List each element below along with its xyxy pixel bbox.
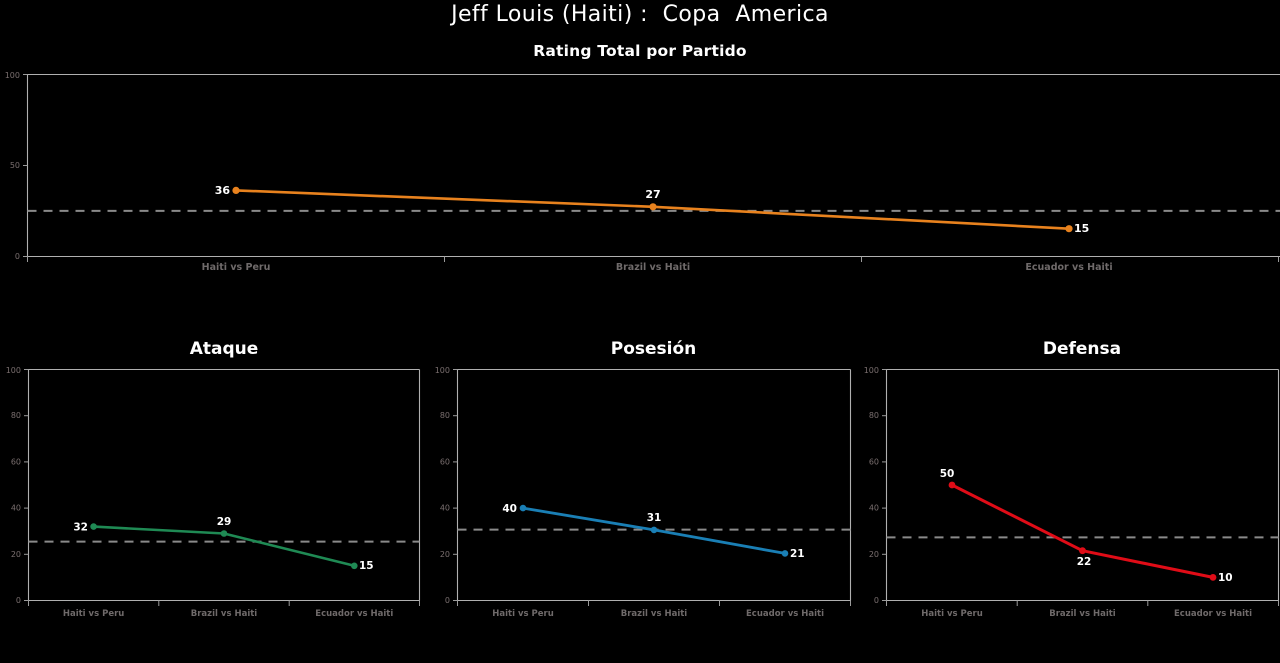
x-tick-group — [27, 256, 1279, 262]
data-label: 22 — [1077, 556, 1092, 568]
chart-posesion: 0 20 40 60 80 100 40 31 21 Haiti vs Per — [429, 362, 859, 627]
data-point — [220, 530, 228, 537]
data-point — [650, 526, 658, 534]
data-label: 32 — [73, 522, 88, 534]
panel-title-ataque: Ataque — [189, 339, 259, 359]
chart-ataque: 0 20 40 60 80 100 32 29 15 Haiti vs Per — [0, 362, 430, 627]
data-label: 27 — [645, 188, 660, 201]
page-subtitle: Rating Total por Partido — [533, 42, 747, 60]
data-point — [948, 481, 956, 489]
data-label: 15 — [359, 560, 374, 572]
data-label: 21 — [790, 548, 805, 560]
y-tick-label: 60 — [440, 457, 450, 466]
y-tick-label: 80 — [11, 411, 21, 420]
x-tick-label: Haiti vs Peru — [492, 609, 554, 619]
x-tick-label: Ecuador vs Haiti — [746, 609, 824, 619]
x-tick-label: Brazil vs Haiti — [621, 609, 688, 619]
y-tick-label: 0 — [874, 596, 879, 605]
y-tick-label: 0 — [16, 596, 21, 605]
y-tick-label: 100 — [5, 71, 20, 80]
data-point — [781, 550, 789, 557]
y-tick-group: 0 20 40 60 80 100 — [864, 366, 887, 605]
y-tick-label: 40 — [11, 504, 21, 513]
y-tick-label: 50 — [10, 161, 20, 170]
panel-title-posesion: Posesión — [610, 339, 697, 359]
y-tick-label: 20 — [440, 550, 450, 559]
data-label: 36 — [215, 184, 231, 197]
y-tick-label: 100 — [6, 366, 21, 375]
data-point — [649, 203, 657, 211]
y-tick-label: 20 — [11, 550, 21, 559]
y-tick-label: 100 — [864, 366, 879, 375]
panel-title-defensa: Defensa — [1042, 339, 1122, 359]
y-tick-label: 60 — [869, 457, 879, 466]
data-label: 31 — [647, 512, 662, 524]
x-tick-label: Ecuador vs Haiti — [1174, 609, 1252, 619]
data-point — [232, 186, 240, 194]
y-tick-label: 80 — [440, 411, 450, 420]
y-tick-group: 0 50 100 — [5, 71, 28, 261]
x-tick-label: Ecuador vs Haiti — [315, 609, 393, 619]
data-label: 50 — [940, 468, 955, 480]
data-point — [1209, 574, 1217, 581]
data-point — [1065, 225, 1073, 233]
chart-rating-total: 0 50 100 36 27 15 Haiti vs P — [0, 64, 1280, 280]
x-tick-label: Brazil vs Haiti — [616, 262, 690, 273]
y-tick-label: 0 — [445, 596, 450, 605]
y-tick-label: 60 — [11, 457, 21, 466]
x-tick-label: Haiti vs Peru — [202, 262, 271, 273]
chart-defensa: 0 20 40 60 80 100 50 22 10 Haiti vs Per — [858, 362, 1280, 627]
data-point — [351, 562, 358, 570]
x-tick-label: Haiti vs Peru — [63, 609, 125, 619]
data-point — [519, 504, 527, 512]
x-tick-group — [457, 600, 851, 606]
x-tick-label: Ecuador vs Haiti — [1025, 262, 1112, 273]
x-tick-label: Haiti vs Peru — [921, 609, 983, 619]
y-tick-group: 0 20 40 60 80 100 — [6, 366, 29, 605]
y-tick-label: 0 — [15, 252, 20, 261]
data-label: 29 — [217, 516, 232, 528]
y-tick-label: 40 — [869, 504, 879, 513]
data-label: 10 — [1218, 572, 1233, 584]
data-label: 40 — [502, 503, 517, 515]
data-point — [1079, 547, 1086, 555]
y-tick-label: 40 — [440, 504, 450, 513]
page-title: Jeff Louis (Haiti) : Copa America — [451, 2, 829, 27]
y-tick-label: 80 — [869, 411, 879, 420]
x-tick-group — [28, 600, 420, 606]
x-tick-group — [886, 600, 1279, 606]
data-label: 15 — [1074, 222, 1089, 235]
x-tick-label: Brazil vs Haiti — [1049, 609, 1116, 619]
y-tick-label: 100 — [435, 366, 450, 375]
x-tick-label: Brazil vs Haiti — [191, 609, 258, 619]
data-point — [90, 523, 97, 530]
y-tick-label: 20 — [869, 550, 879, 559]
y-tick-group: 0 20 40 60 80 100 — [435, 366, 458, 605]
